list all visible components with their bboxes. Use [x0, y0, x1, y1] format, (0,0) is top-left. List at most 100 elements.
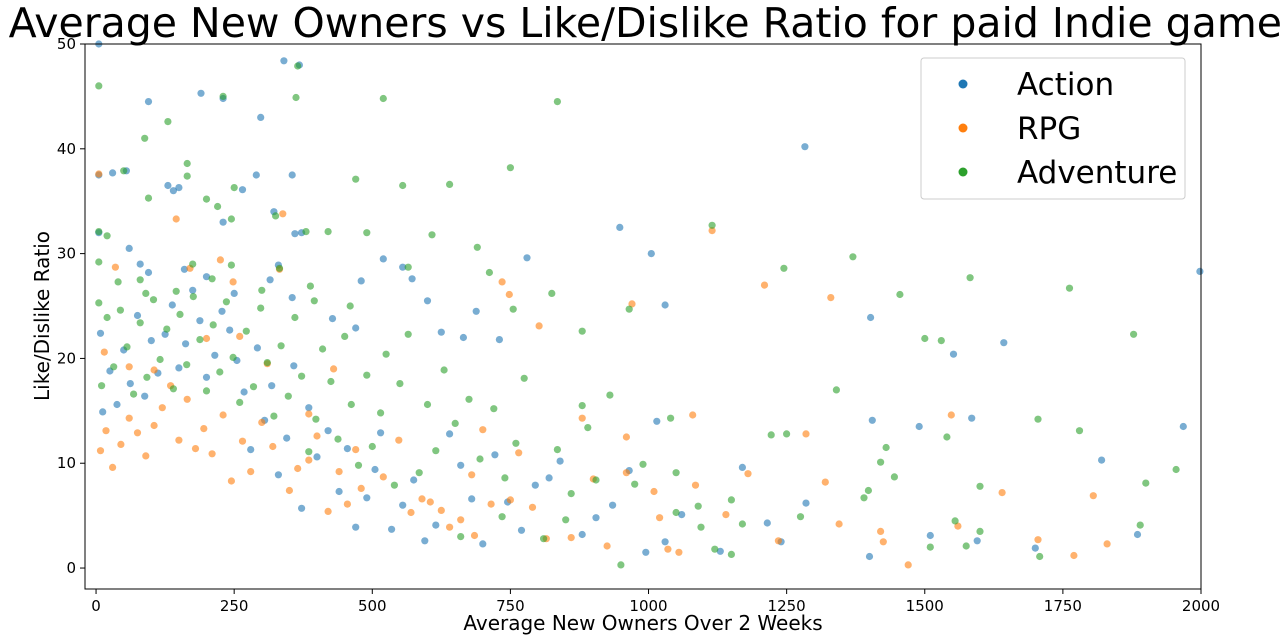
data-point: [501, 474, 509, 482]
data-point: [100, 348, 108, 356]
y-axis: 0 10 20 30 40 50: [57, 35, 85, 577]
data-point: [95, 82, 103, 90]
x-axis-title: Average New Owners Over 2 Weeks: [463, 611, 822, 635]
data-point: [164, 181, 172, 190]
data-point: [125, 244, 133, 252]
data-point: [578, 327, 586, 335]
data-point: [227, 261, 235, 269]
legend-label-action: Action: [1017, 67, 1114, 103]
data-point: [109, 169, 117, 177]
data-point: [298, 372, 306, 380]
y-tick-label: 30: [57, 245, 76, 263]
data-point: [921, 334, 929, 343]
legend-label-rpg: RPG: [1017, 111, 1081, 147]
data-point: [399, 263, 407, 271]
data-point: [219, 92, 227, 100]
data-point: [440, 366, 448, 374]
data-point: [432, 447, 440, 455]
data-point: [528, 503, 537, 511]
data-point: [335, 487, 343, 496]
data-point: [99, 408, 107, 416]
data-point: [896, 290, 904, 299]
data-point: [270, 412, 278, 420]
data-point: [252, 171, 260, 179]
data-point: [95, 299, 103, 307]
data-point: [133, 311, 142, 320]
data-point: [832, 386, 841, 394]
data-point: [294, 464, 302, 473]
data-point: [1098, 456, 1106, 464]
data-point: [216, 256, 224, 264]
data-point: [117, 440, 125, 448]
data-point: [123, 343, 131, 351]
data-point: [319, 345, 327, 353]
data-point: [1036, 552, 1044, 561]
data-point: [284, 392, 292, 400]
data-point: [258, 286, 266, 294]
data-point: [479, 426, 487, 434]
x-tick-label: 250: [220, 597, 249, 615]
data-point: [219, 411, 227, 419]
data-point: [472, 307, 480, 315]
x-tick-label: 1500: [906, 597, 944, 615]
data-point: [196, 336, 204, 344]
data-point: [95, 170, 103, 178]
plot-area-frame: [84, 43, 1202, 590]
y-tick-label: 20: [57, 349, 76, 367]
data-point: [664, 545, 672, 553]
data-point: [915, 422, 923, 431]
data-point: [327, 377, 335, 386]
data-point: [642, 548, 650, 556]
data-point: [512, 439, 520, 447]
data-point: [354, 461, 363, 469]
x-axis: 0 250 500 750 1000 1250 1500 1750 2000: [91, 589, 1220, 615]
data-point: [622, 469, 631, 477]
data-point: [263, 359, 271, 367]
x-tick-label: 1750: [1044, 597, 1082, 615]
data-point: [229, 278, 237, 286]
data-point: [408, 275, 416, 283]
x-tick-label: 1000: [629, 597, 667, 615]
data-point: [382, 350, 390, 358]
data-point: [625, 305, 633, 313]
y-axis-title: Like/Dislike Ratio: [30, 231, 54, 401]
data-point: [247, 468, 255, 476]
data-point: [567, 490, 575, 498]
y-tick-label: 50: [57, 35, 76, 53]
data-point: [451, 419, 459, 427]
data-point: [968, 414, 976, 422]
data-point: [763, 519, 771, 527]
data-point: [363, 229, 371, 237]
data-point: [111, 263, 119, 271]
data-point: [272, 212, 280, 220]
data-point: [113, 400, 121, 409]
data-point: [96, 329, 105, 337]
data-point: [183, 395, 191, 403]
data-point: [691, 481, 700, 489]
data-point: [149, 296, 158, 304]
data-point: [796, 513, 805, 521]
data-point: [352, 175, 360, 183]
data-point: [446, 430, 454, 438]
data-point: [531, 481, 539, 489]
data-point: [708, 227, 716, 235]
data-point: [479, 540, 487, 548]
data-point: [347, 400, 355, 409]
data-point: [716, 547, 724, 555]
data-point: [661, 538, 669, 546]
data-point: [639, 460, 647, 468]
data-point: [334, 435, 342, 443]
data-point: [172, 287, 180, 295]
data-point: [388, 525, 396, 533]
data-point: [468, 471, 476, 479]
data-point: [1034, 415, 1042, 423]
data-point: [882, 443, 890, 452]
data-point: [352, 523, 360, 531]
data-point: [578, 402, 586, 410]
data-point: [292, 93, 300, 102]
x-tick-label: 750: [496, 597, 525, 615]
data-point: [476, 455, 484, 463]
data-point: [214, 202, 222, 211]
data-point: [966, 274, 974, 282]
data-point: [313, 432, 321, 440]
